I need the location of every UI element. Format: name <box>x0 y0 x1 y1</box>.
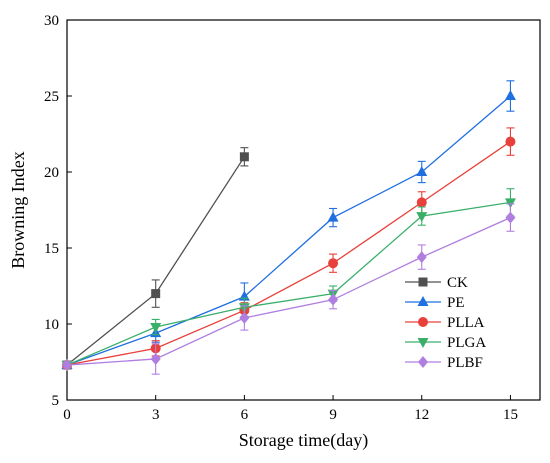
legend-marker-pe <box>417 296 429 306</box>
series-plla <box>62 127 516 371</box>
legend-marker-plga <box>417 338 429 348</box>
y-axis-title: Browning Index <box>8 151 28 268</box>
legend-label-plla: PLLA <box>447 315 485 331</box>
series-plbf <box>62 203 516 375</box>
data-point-pe <box>504 90 516 100</box>
data-point-plbf <box>416 251 427 264</box>
axes-group: 0 3 6 9 12 15 5 10 15 20 25 30 <box>44 13 541 423</box>
x-tick-label: 9 <box>329 407 337 423</box>
legend-entry-ck: CK <box>405 275 468 291</box>
legend-entry-pe: PE <box>405 295 465 311</box>
series-line-plga <box>66 201 511 366</box>
x-tick-label: 3 <box>152 407 160 423</box>
data-point-plbf <box>239 311 250 324</box>
x-tick-label: 12 <box>414 407 429 423</box>
legend-marker-plbf <box>418 356 428 368</box>
plot-frame <box>66 19 541 401</box>
legend: CK PE PLLA PLGA PLBF <box>405 275 486 371</box>
data-point-plbf <box>328 293 339 306</box>
y-tick-label: 30 <box>44 13 59 29</box>
x-tick-label: 6 <box>241 407 249 423</box>
y-tick-label: 15 <box>44 241 59 257</box>
legend-label-plga: PLGA <box>447 335 486 351</box>
legend-label-plbf: PLBF <box>447 355 483 371</box>
legend-marker-ck <box>418 277 428 287</box>
data-point-plla <box>328 258 339 269</box>
y-tick-label: 5 <box>52 393 60 409</box>
x-tick-label: 0 <box>63 407 71 423</box>
data-point-ck <box>239 152 249 162</box>
legend-label-ck: CK <box>447 275 468 291</box>
data-point-ck <box>151 289 161 299</box>
data-point-plga <box>416 212 428 223</box>
series-line-plbf <box>66 217 511 366</box>
data-point-pe <box>327 211 339 222</box>
legend-entry-plga: PLGA <box>405 335 486 351</box>
data-point-plbf <box>62 359 72 372</box>
y-tick-label: 20 <box>44 165 59 181</box>
y-tick-label: 10 <box>44 317 59 333</box>
data-point-plbf <box>505 211 516 224</box>
x-axis-title: Storage time(day) <box>239 430 368 451</box>
legend-label-pe: PE <box>447 295 465 311</box>
legend-entry-plla: PLLA <box>405 315 485 331</box>
data-point-plbf <box>150 352 161 365</box>
legend-marker-plla <box>418 317 428 327</box>
data-point-plla <box>505 136 516 147</box>
data-point-pe <box>416 166 428 176</box>
x-tick-label: 15 <box>503 407 518 423</box>
series-line-plla <box>66 141 511 366</box>
data-point-plga <box>150 323 162 334</box>
series-line-pe <box>66 95 511 366</box>
y-tick-label: 25 <box>44 89 59 105</box>
plot-area <box>61 80 516 375</box>
data-point-plla <box>416 197 427 208</box>
legend-entry-plbf: PLBF <box>405 355 483 371</box>
